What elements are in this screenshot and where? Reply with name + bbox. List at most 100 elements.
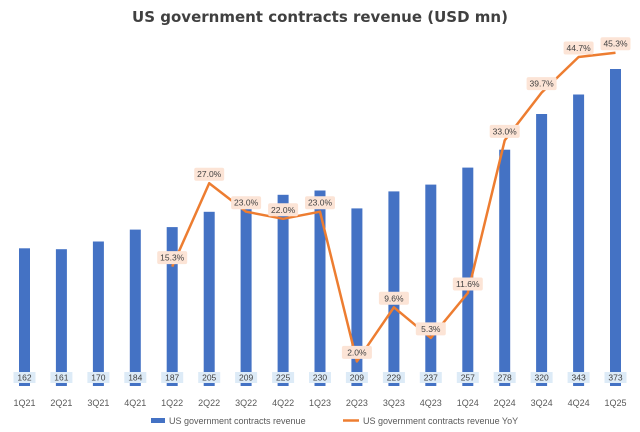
yoy-line (171, 51, 616, 363)
bar-value-label: 161 (54, 373, 68, 383)
yoy-label-bg (268, 203, 299, 217)
bar-value-label-bg (530, 372, 553, 383)
yoy-label-bg (489, 124, 520, 138)
bar-value-label: 209 (350, 373, 364, 383)
bar (610, 69, 621, 386)
x-tick-label: 3Q21 (87, 398, 109, 408)
yoy-label: 5.3% (421, 324, 441, 334)
x-tick-label: 3Q23 (383, 398, 405, 408)
chart-title: US government contracts revenue (USD mn) (132, 8, 508, 26)
x-tick-label: 1Q24 (457, 398, 479, 408)
bar-value-label: 209 (239, 373, 253, 383)
bar-value-label: 320 (535, 373, 549, 383)
bar (166, 227, 178, 386)
yoy-label-bg (563, 41, 594, 55)
bar-value-label: 373 (608, 373, 622, 383)
yoy-label: 27.0% (197, 169, 222, 179)
yoy-label: 9.6% (384, 293, 404, 303)
legend-label-line: US government contracts revenue YoY (363, 416, 518, 426)
bar-value-label-bg (272, 372, 295, 383)
yoy-label-bg (600, 37, 631, 51)
bar (425, 184, 437, 386)
x-tick-label: 1Q22 (161, 398, 183, 408)
yoy-label: 39.7% (530, 79, 555, 89)
yoy-label: 23.0% (234, 198, 259, 208)
bar-value-label-bg (124, 372, 147, 383)
bar-value-label-bg (604, 372, 627, 383)
x-tick-label: 4Q23 (420, 398, 442, 408)
bar-value-label-bg (567, 372, 590, 383)
yoy-label-bg (157, 251, 188, 265)
bar (55, 249, 67, 386)
bar-value-label: 170 (91, 373, 105, 383)
yoy-label-bg (231, 196, 262, 210)
x-tick-label: 2Q21 (50, 398, 72, 408)
yoy-label: 2.0% (347, 347, 367, 357)
bar-value-label-bg (235, 372, 258, 383)
yoy-label-bg (341, 345, 372, 359)
bar-value-label: 230 (313, 373, 327, 383)
bar-value-label-bg (198, 372, 221, 383)
bar (462, 167, 474, 386)
bar (129, 229, 141, 386)
yoy-label: 33.0% (493, 126, 518, 136)
x-tick-label: 2Q22 (198, 398, 220, 408)
bar-value-label: 257 (461, 373, 475, 383)
bar-value-label: 237 (424, 373, 438, 383)
bar-value-label-bg (50, 372, 73, 383)
x-tick-label: 3Q22 (235, 398, 257, 408)
bar (351, 208, 363, 386)
yoy-label-bg (415, 322, 446, 336)
bar-value-label: 205 (202, 373, 216, 383)
bar-value-label-bg (13, 372, 36, 383)
yoy-label: 23.0% (308, 198, 333, 208)
bar (240, 208, 252, 386)
yoy-label: 11.6% (456, 279, 480, 289)
bar (203, 211, 215, 386)
x-tick-label: 3Q24 (531, 398, 553, 408)
bar-value-label: 229 (387, 373, 401, 383)
bar-value-label: 187 (165, 373, 179, 383)
x-tick-label: 4Q24 (568, 398, 590, 408)
legend-label-bar: US government contracts revenue (169, 416, 306, 426)
x-tick-label: 1Q23 (309, 398, 331, 408)
yoy-label-bg (452, 277, 483, 291)
bar (573, 94, 585, 386)
yoy-label: 45.3% (603, 39, 628, 49)
bar-value-label: 343 (572, 373, 586, 383)
yoy-label: 22.0% (271, 205, 296, 215)
bar-value-label-bg (345, 372, 368, 383)
yoy-label-bg (526, 77, 557, 91)
bar-value-label-bg (382, 372, 405, 383)
bar-value-label-bg (161, 372, 184, 383)
bar-value-label: 278 (498, 373, 512, 383)
bar-value-label-bg (87, 372, 110, 383)
bar-value-label-bg (309, 372, 331, 383)
bar-value-label-bg (456, 372, 479, 383)
bar (277, 194, 289, 386)
bar-value-label-bg (493, 372, 516, 383)
x-tick-label: 4Q21 (124, 398, 146, 408)
yoy-label-bg (378, 291, 409, 305)
bar-value-label: 184 (128, 373, 142, 383)
bar (92, 241, 104, 386)
bar-value-label: 225 (276, 373, 290, 383)
x-tick-label: 2Q23 (346, 398, 368, 408)
bar (499, 149, 511, 386)
bar (536, 114, 548, 386)
bar-value-label: 162 (17, 373, 31, 383)
x-tick-label: 4Q22 (272, 398, 294, 408)
legend-swatch-bar (151, 418, 165, 423)
yoy-label-bg (194, 167, 225, 181)
x-tick-label: 2Q24 (494, 398, 516, 408)
x-tick-label: 1Q21 (13, 398, 35, 408)
bar (314, 190, 326, 386)
bar-value-label-bg (419, 372, 442, 383)
yoy-label-bg (305, 196, 335, 210)
x-tick-label: 1Q25 (604, 398, 626, 408)
bar (388, 191, 400, 386)
yoy-label: 44.7% (567, 43, 592, 53)
bar (19, 248, 30, 386)
